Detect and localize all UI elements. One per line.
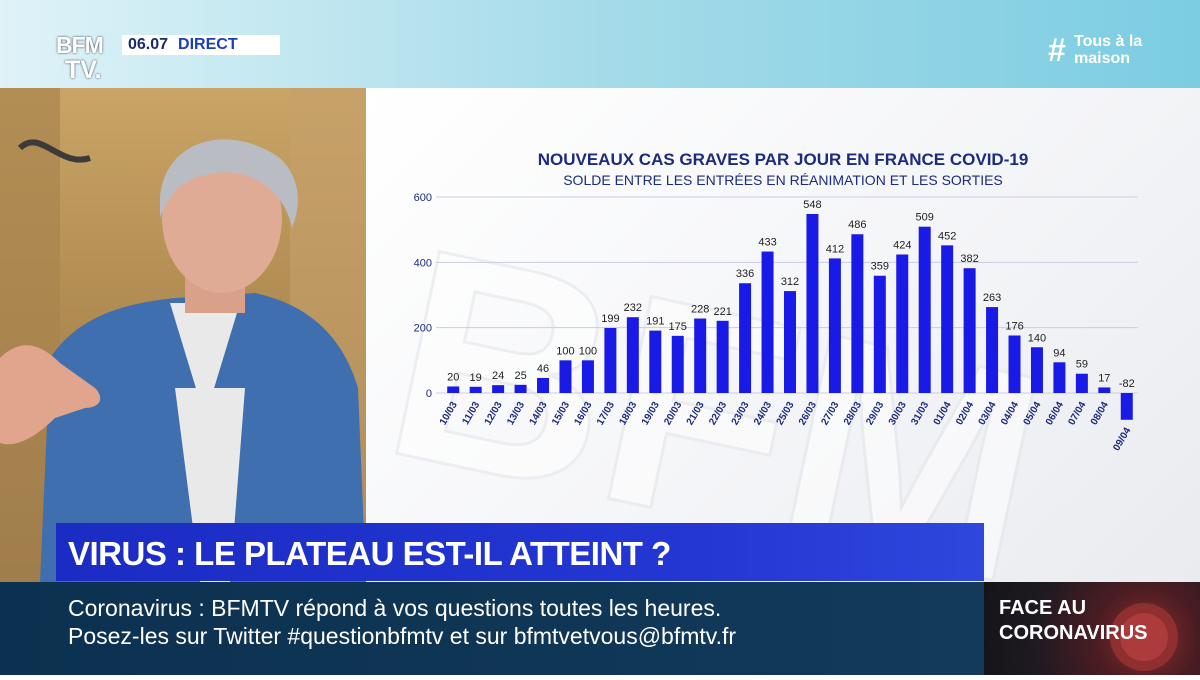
bar-12/03	[492, 385, 505, 393]
y-tick-label: 0	[426, 388, 432, 400]
bar-09/04	[1120, 393, 1133, 420]
y-tick-label: 600	[414, 192, 432, 204]
ticker-line-1: Coronavirus : BFMTV répond à vos questio…	[68, 594, 721, 622]
bar-22/03	[716, 320, 729, 393]
bar-16/03	[581, 360, 594, 393]
chart-subtitle: SOLDE ENTRE LES ENTRÉES EN RÉANIMATION E…	[563, 172, 1003, 188]
data-label-14/03: 46	[537, 363, 549, 375]
bar-25/03	[784, 291, 796, 393]
bar-03/04	[986, 307, 999, 393]
bar-24/03	[761, 251, 774, 393]
data-label-10/03: 20	[447, 371, 459, 383]
presenter-video	[0, 88, 366, 582]
panel-line-2: CORONAVIRUS	[999, 622, 1148, 644]
bar-31/03	[918, 226, 931, 393]
data-label-29/03: 359	[871, 261, 889, 273]
bar-08/04	[1098, 387, 1111, 393]
bar-27/03	[828, 258, 841, 393]
bar-14/03	[537, 377, 550, 393]
bar-17/03	[604, 327, 617, 393]
data-label-26/03: 548	[803, 199, 821, 211]
bar-21/03	[694, 318, 707, 393]
presenter-image	[0, 88, 366, 582]
data-label-01/04: 452	[938, 230, 956, 242]
hashtag-line2: maison	[1074, 50, 1131, 67]
bar-07/04	[1075, 373, 1088, 393]
bar-04/04	[1008, 335, 1021, 393]
logo-line1: BFM	[56, 32, 104, 58]
bar-01/04	[941, 245, 954, 393]
bar-06/04	[1053, 362, 1066, 393]
bar-05/04	[1030, 347, 1043, 393]
data-label-13/03: 25	[514, 370, 526, 382]
ticker-label: Coronavirus :	[68, 595, 205, 621]
x-tick-label: 09/04	[1111, 425, 1133, 453]
bar-10/03	[447, 386, 460, 393]
y-tick-label: 400	[414, 257, 432, 269]
bar-30/03	[896, 254, 909, 393]
data-label-17/03: 199	[601, 313, 619, 325]
bar-28/03	[851, 234, 864, 393]
virus-icon	[1110, 603, 1178, 671]
clock-time: 06.07	[128, 36, 169, 53]
data-label-08/04: 17	[1098, 372, 1110, 384]
hashtag-symbol: #	[1048, 32, 1066, 68]
headline-title: VIRUS : LE PLATEAU EST-IL ATTEINT ?	[68, 535, 671, 572]
bar-20/03	[671, 335, 684, 393]
data-label-16/03: 100	[579, 345, 597, 357]
bar-11/03	[469, 386, 482, 393]
chart-title: NOUVEAUX CAS GRAVES PAR JOUR EN FRANCE C…	[538, 150, 1029, 169]
data-label-20/03: 175	[669, 321, 687, 333]
data-label-27/03: 412	[826, 243, 844, 255]
bar-29/03	[873, 275, 886, 393]
y-axis: 0 200 400 600	[414, 192, 432, 400]
data-label-12/03: 24	[492, 370, 504, 382]
data-label-07/04: 59	[1076, 359, 1088, 371]
data-label-18/03: 232	[624, 302, 642, 314]
logo-line2: TV.	[65, 56, 102, 84]
data-label-28/03: 486	[848, 219, 866, 231]
bar-15/03	[559, 360, 572, 393]
news-ticker	[0, 582, 984, 675]
data-label-19/03: 191	[646, 316, 664, 328]
bar-26/03	[806, 213, 819, 393]
data-label-03/04: 263	[983, 292, 1001, 304]
data-label-23/03: 336	[736, 268, 754, 280]
coronavirus-panel	[984, 582, 1200, 675]
hashtag-line1: Tous à la	[1074, 33, 1143, 50]
bar-18/03	[626, 317, 639, 393]
ticker-text-1: BFMTV répond à vos questions toutes les …	[211, 595, 722, 621]
data-label-11/03: 19	[470, 372, 482, 384]
panel-line-1: FACE AU	[999, 597, 1087, 619]
bar-23/03	[739, 283, 752, 393]
data-label-02/04: 382	[960, 253, 978, 265]
data-label-15/03: 100	[556, 345, 574, 357]
y-tick-label: 200	[414, 323, 432, 335]
ticker-line-2: Posez-les sur Twitter #questionbfmtv et …	[68, 623, 737, 649]
data-labels: 20 19 24 25 46 100 100 199 232 191 175 228 221 336 433…	[447, 199, 1135, 390]
x-tick-label: 08/04	[1089, 400, 1111, 428]
data-label-31/03: 509	[916, 212, 934, 224]
data-label-04/04: 176	[1005, 321, 1023, 333]
bfmtv-logo: BFM TV.	[56, 33, 116, 85]
data-label-09/04: -82	[1119, 378, 1135, 390]
bars	[447, 213, 1133, 420]
chart-panel: BFM NOUVEAUX CAS GRAVES PAR JOUR EN FRAN…	[366, 88, 1200, 582]
data-label-24/03: 433	[758, 237, 776, 249]
data-label-22/03: 221	[713, 306, 731, 318]
headline-bar	[56, 523, 984, 581]
x-tick-label: 07/04	[1066, 400, 1088, 428]
bar-chart: BFM NOUVEAUX CAS GRAVES PAR JOUR EN FRAN…	[366, 150, 1138, 582]
data-label-05/04: 140	[1028, 332, 1046, 344]
bar-19/03	[649, 330, 662, 393]
hashtag-logo: # Tous à la maison	[1048, 32, 1158, 72]
bar-13/03	[514, 384, 527, 393]
live-label: DIRECT	[178, 36, 238, 53]
data-label-30/03: 424	[893, 239, 911, 251]
bar-02/04	[963, 268, 976, 393]
data-label-25/03: 312	[781, 276, 799, 288]
data-label-06/04: 94	[1053, 347, 1065, 359]
data-label-21/03: 228	[691, 304, 709, 316]
time-badge: 06.07 DIRECT	[122, 35, 280, 55]
